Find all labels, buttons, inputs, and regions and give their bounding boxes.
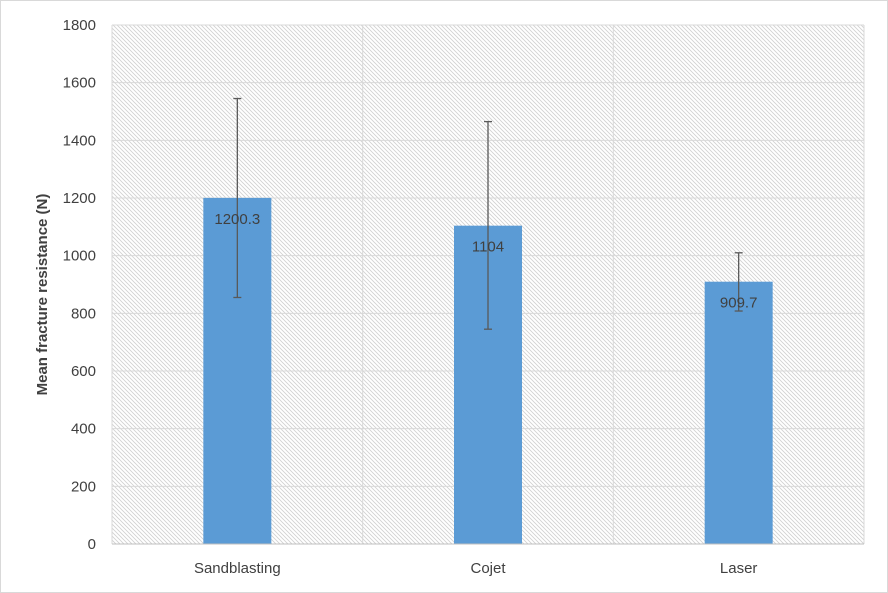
y-tick-label: 1000 [63, 248, 96, 265]
y-tick-label: 400 [71, 421, 96, 438]
x-category-label: Cojet [470, 560, 506, 577]
data-label: 909.7 [720, 295, 758, 312]
y-tick-label: 0 [88, 536, 96, 553]
y-tick-label: 800 [71, 305, 96, 322]
y-tick-label: 1200 [63, 190, 96, 207]
data-label: 1104 [472, 239, 504, 256]
y-tick-label: 1400 [63, 132, 96, 149]
x-category-label: Sandblasting [194, 560, 281, 577]
data-label: 1200.3 [214, 211, 260, 228]
y-tick-label: 1800 [63, 17, 96, 34]
x-category-label: Laser [720, 560, 758, 577]
y-tick-label: 1600 [63, 75, 96, 92]
y-tick-label: 600 [71, 363, 96, 380]
error-bar [233, 97, 242, 299]
error-bar [734, 252, 743, 312]
y-axis-title: Mean fracture resistance (N) [34, 194, 51, 396]
bar-laser [704, 281, 773, 544]
error-bar [484, 120, 492, 330]
y-tick-label: 200 [71, 478, 96, 495]
